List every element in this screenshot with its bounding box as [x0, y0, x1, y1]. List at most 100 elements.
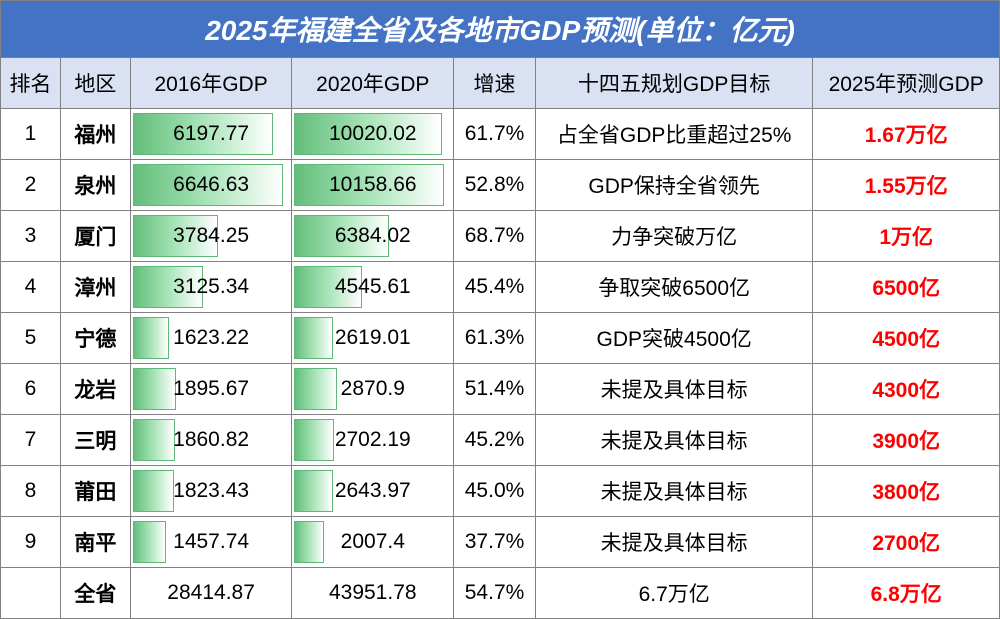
cell-gdp2016: 1823.43 — [131, 466, 293, 516]
gdp2020-value: 2619.01 — [335, 326, 411, 350]
gdp2020-value: 10020.02 — [329, 122, 417, 146]
cell-gdp2020: 10158.66 — [292, 160, 454, 210]
cell-target: 争取突破6500亿 — [536, 262, 813, 312]
cell-rank: 7 — [1, 415, 61, 465]
predict-value: 1.67万亿 — [865, 119, 948, 149]
cell-gdp2020: 10020.02 — [292, 109, 454, 159]
cell-target: GDP突破4500亿 — [536, 313, 813, 363]
cell-region: 全省 — [61, 568, 131, 618]
header-target: 十四五规划GDP目标 — [536, 58, 813, 108]
cell-gdp2016: 3784.25 — [131, 211, 293, 261]
predict-value: 4500亿 — [872, 323, 940, 353]
gdp2016-value: 1823.43 — [173, 479, 249, 503]
data-bar — [294, 521, 324, 563]
cell-gdp2020: 2870.9 — [292, 364, 454, 414]
cell-region: 龙岩 — [61, 364, 131, 414]
predict-value: 1.55万亿 — [865, 170, 948, 200]
table-title: 2025年福建全省及各地市GDP预测(单位：亿元) — [1, 1, 999, 58]
predict-value: 3900亿 — [872, 425, 940, 455]
cell-region: 三明 — [61, 415, 131, 465]
data-bar — [133, 521, 166, 563]
gdp2016-value: 1860.82 — [173, 428, 249, 452]
cell-predict: 6500亿 — [813, 262, 999, 312]
table-row: 8莆田1823.432643.9745.0%未提及具体目标3800亿 — [1, 466, 999, 517]
cell-rank: 3 — [1, 211, 61, 261]
data-bar — [294, 470, 333, 512]
cell-predict: 1万亿 — [813, 211, 999, 261]
data-bar — [133, 368, 176, 410]
cell-target: 未提及具体目标 — [536, 364, 813, 414]
cell-region: 南平 — [61, 517, 131, 567]
table-row: 9南平1457.742007.437.7%未提及具体目标2700亿 — [1, 517, 999, 568]
cell-growth: 45.2% — [454, 415, 536, 465]
cell-growth: 45.4% — [454, 262, 536, 312]
data-bar — [294, 317, 333, 359]
table-row: 全省28414.8743951.7854.7%6.7万亿6.8万亿 — [1, 568, 999, 618]
cell-region: 福州 — [61, 109, 131, 159]
gdp2016-value: 28414.87 — [167, 581, 255, 605]
cell-gdp2016: 28414.87 — [131, 568, 293, 618]
header-predict: 2025年预测GDP — [813, 58, 999, 108]
header-gdp2020: 2020年GDP — [292, 58, 454, 108]
gdp2020-value: 43951.78 — [329, 581, 417, 605]
cell-predict: 1.55万亿 — [813, 160, 999, 210]
predict-value: 1万亿 — [879, 221, 933, 251]
cell-rank: 4 — [1, 262, 61, 312]
gdp2020-value: 2870.9 — [341, 377, 405, 401]
cell-rank: 6 — [1, 364, 61, 414]
gdp2016-value: 1457.74 — [173, 530, 249, 554]
cell-gdp2020: 2643.97 — [292, 466, 454, 516]
data-bar — [294, 368, 336, 410]
cell-target: 力争突破万亿 — [536, 211, 813, 261]
gdp2016-value: 6197.77 — [173, 122, 249, 146]
cell-growth: 45.0% — [454, 466, 536, 516]
cell-rank: 8 — [1, 466, 61, 516]
cell-region: 漳州 — [61, 262, 131, 312]
predict-value: 6500亿 — [872, 272, 940, 302]
cell-growth: 61.3% — [454, 313, 536, 363]
table-row: 7三明1860.822702.1945.2%未提及具体目标3900亿 — [1, 415, 999, 466]
cell-region: 厦门 — [61, 211, 131, 261]
cell-gdp2016: 1860.82 — [131, 415, 293, 465]
cell-gdp2016: 1623.22 — [131, 313, 293, 363]
table-row: 1福州6197.7710020.0261.7%占全省GDP比重超过25%1.67… — [1, 109, 999, 160]
gdp2020-value: 2643.97 — [335, 479, 411, 503]
data-bar — [294, 419, 334, 461]
predict-value: 3800亿 — [872, 476, 940, 506]
header-gdp2016: 2016年GDP — [131, 58, 293, 108]
cell-gdp2016: 1457.74 — [131, 517, 293, 567]
table-row: 4漳州3125.34 4545.61 45.4%争取突破6500亿 6500亿 — [1, 262, 999, 313]
gdp2020-value: 2007.4 — [341, 530, 405, 554]
cell-rank: 1 — [1, 109, 61, 159]
predict-value: 2700亿 — [872, 527, 940, 557]
gdp2020-value: 4545.61 — [335, 275, 411, 299]
cell-growth: 37.7% — [454, 517, 536, 567]
cell-gdp2020: 43951.78 — [292, 568, 454, 618]
cell-target: 占全省GDP比重超过25% — [536, 109, 813, 159]
cell-gdp2016: 6646.63 — [131, 160, 293, 210]
cell-predict: 3900亿 — [813, 415, 999, 465]
cell-rank: 2 — [1, 160, 61, 210]
table-row: 5宁德1623.222619.0161.3%GDP突破4500亿4500亿 — [1, 313, 999, 364]
cell-gdp2016: 3125.34 — [131, 262, 293, 312]
table-body: 1福州6197.7710020.0261.7%占全省GDP比重超过25%1.67… — [1, 109, 999, 618]
cell-gdp2020: 6384.02 — [292, 211, 454, 261]
cell-growth: 68.7% — [454, 211, 536, 261]
cell-predict: 1.67万亿 — [813, 109, 999, 159]
cell-gdp2016: 1895.67 — [131, 364, 293, 414]
table-row: 3厦门3784.256384.0268.7%力争突破万亿 1万亿 — [1, 211, 999, 262]
cell-rank: 5 — [1, 313, 61, 363]
cell-rank — [1, 568, 61, 618]
gdp2016-value: 1895.67 — [173, 377, 249, 401]
gdp2020-value: 10158.66 — [329, 173, 417, 197]
cell-growth: 54.7% — [454, 568, 536, 618]
table-row: 2泉州6646.6310158.6652.8%GDP保持全省领先1.55万亿 — [1, 160, 999, 211]
cell-growth: 51.4% — [454, 364, 536, 414]
data-bar — [133, 317, 170, 359]
gdp2020-value: 2702.19 — [335, 428, 411, 452]
cell-target: GDP保持全省领先 — [536, 160, 813, 210]
cell-predict: 2700亿 — [813, 517, 999, 567]
data-bar — [133, 470, 174, 512]
gdp2016-value: 1623.22 — [173, 326, 249, 350]
cell-gdp2020: 2619.01 — [292, 313, 454, 363]
